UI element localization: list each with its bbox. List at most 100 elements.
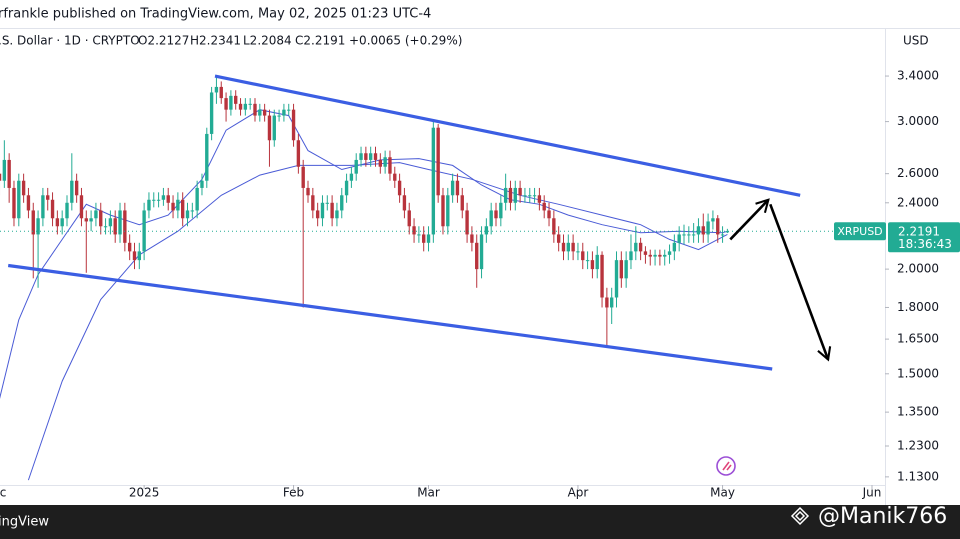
candle-body [561, 242, 566, 252]
candle-body [12, 187, 16, 219]
candle-body [185, 210, 190, 219]
candle-body [585, 260, 590, 262]
x-tick-label: Apr [568, 486, 589, 500]
candle-body [701, 226, 705, 235]
candle-body [161, 195, 166, 200]
candle-body [147, 199, 151, 211]
candle-body [460, 195, 464, 211]
y-tick-label: 2.4000 [897, 195, 939, 209]
candle-body [682, 234, 686, 236]
candle-body [137, 251, 141, 261]
candle-body [99, 210, 103, 227]
legend-open: O2.2127 [138, 34, 189, 48]
y-tick-label: 2.0000 [897, 262, 939, 276]
y-tick-label: 3.0000 [897, 114, 939, 128]
footer-brand: ingView [0, 515, 49, 530]
candle-body [330, 202, 334, 219]
candle-body [127, 242, 132, 252]
candle-body [672, 242, 677, 252]
candle-body [663, 254, 667, 257]
candle-body [720, 234, 725, 236]
currency: USD [903, 34, 929, 48]
candle-body [7, 159, 11, 188]
candle-body [359, 153, 363, 160]
candle-body [725, 231, 730, 233]
candle-body [581, 251, 585, 261]
candle-body [653, 254, 657, 257]
candle-body [267, 115, 272, 141]
candle-body [629, 251, 633, 261]
candle-body [556, 234, 561, 243]
candle-body [103, 226, 108, 228]
candle-body [532, 195, 537, 197]
candle-body [205, 133, 209, 181]
plot-area [0, 74, 885, 481]
candle-body [195, 187, 199, 211]
candle-body [354, 159, 358, 174]
symbol-label: XRPUSD [837, 225, 882, 238]
candle-body [282, 109, 286, 116]
logo-icon [716, 456, 736, 476]
y-tick-label: 1.1300 [897, 469, 939, 483]
candle-body [234, 95, 238, 104]
candle-body [253, 103, 257, 116]
candle-body [412, 226, 416, 235]
candle-body [528, 195, 532, 197]
candle-body [614, 260, 619, 298]
candle-body [383, 157, 387, 167]
candle-body [422, 234, 426, 243]
candle-body [499, 202, 503, 219]
candle-body [60, 218, 64, 227]
candle-body [46, 195, 50, 200]
candle-body [94, 210, 98, 219]
candle-body [441, 195, 445, 227]
candle-body [123, 210, 127, 243]
candle-body [364, 153, 368, 160]
price-badge [888, 222, 960, 253]
candle-body [41, 195, 45, 219]
candle-body [417, 234, 421, 236]
candle-body [70, 180, 74, 203]
candle-body [407, 210, 411, 227]
x-tick-label: Jun [862, 486, 882, 500]
candle-body [523, 195, 527, 197]
candle-body [79, 195, 84, 219]
candle-body [344, 180, 349, 196]
x-tick-label: Dec [0, 486, 6, 500]
candle-body [576, 251, 580, 253]
candle-body [320, 202, 325, 219]
price-label: 2.2191 [898, 224, 940, 238]
candle-body [571, 242, 575, 252]
candle-body [84, 218, 88, 222]
candle-body [470, 234, 474, 243]
candle-body [74, 180, 79, 196]
candle-body [638, 242, 643, 252]
candle-body [436, 127, 440, 196]
trend-line [214, 74, 801, 197]
candle-body [518, 187, 522, 196]
y-tick-label: 3.4000 [897, 69, 939, 83]
candle-body [156, 199, 161, 201]
candle-body [634, 242, 638, 252]
candle-body [667, 251, 672, 255]
trend-line [7, 263, 773, 371]
candle-body [706, 221, 710, 235]
candle-body [658, 254, 662, 257]
candle-body [214, 86, 219, 93]
candle-body [243, 103, 248, 110]
legend-high: H2.2341 [190, 34, 241, 48]
candle-body [26, 195, 31, 211]
watermark-icon [790, 506, 810, 526]
candle-body [431, 127, 436, 235]
candle-body [311, 195, 315, 211]
candle-body [450, 180, 455, 196]
candle-body [610, 297, 614, 308]
candle-body [716, 218, 720, 235]
candle-body [291, 109, 296, 141]
candle-body [687, 234, 691, 236]
candle-body [132, 251, 137, 261]
candle-body [691, 234, 696, 236]
candle-body [65, 202, 69, 219]
candle-body [696, 226, 701, 235]
